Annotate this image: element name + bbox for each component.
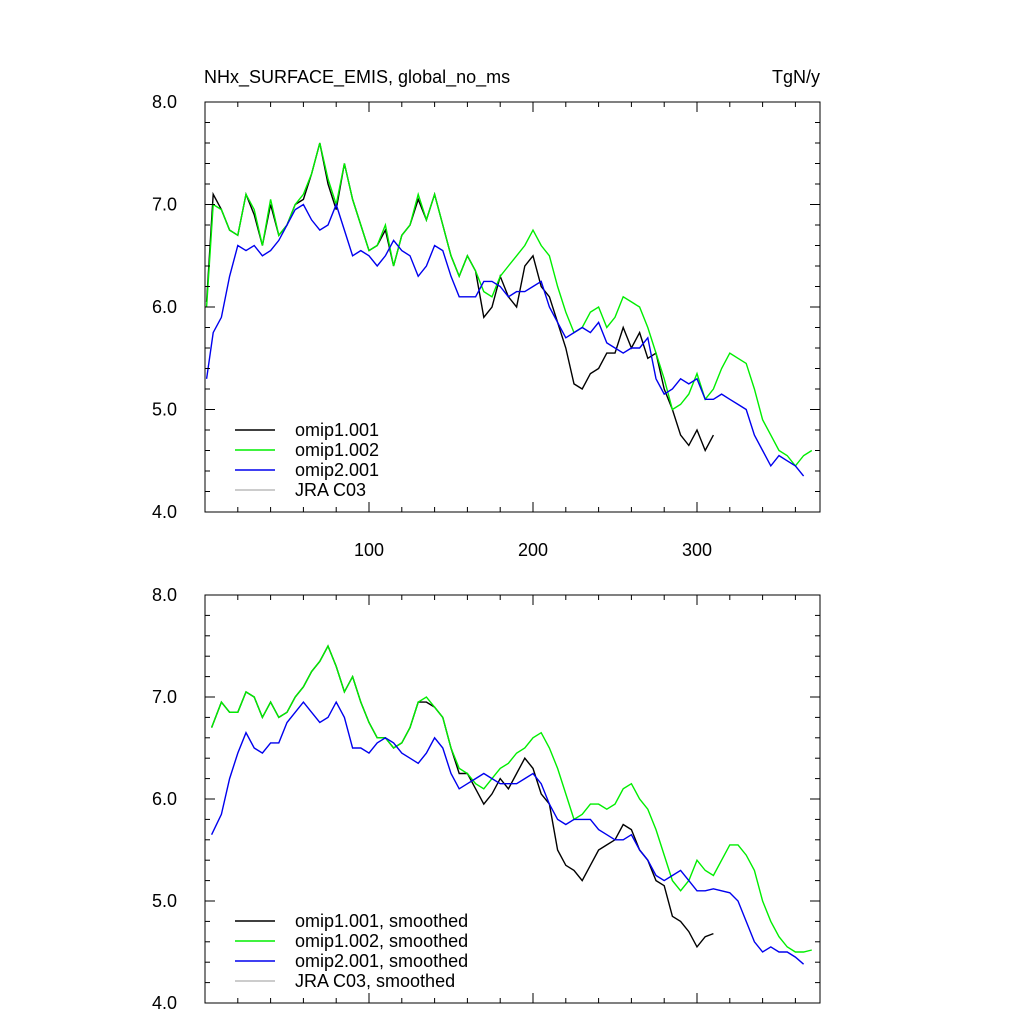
smoothed-y-tick-label: 4.0 bbox=[152, 993, 177, 1013]
smoothed-legend-label: JRA C03, smoothed bbox=[295, 971, 455, 991]
smoothed-tick-group bbox=[205, 594, 820, 1004]
raw-series-line-1 bbox=[205, 142, 813, 468]
raw-legend-label: omip1.001 bbox=[295, 420, 379, 440]
raw-legend-label: JRA C03 bbox=[295, 480, 366, 500]
raw-legend-label: omip1.002 bbox=[295, 440, 379, 460]
raw-y-tick-label: 4.0 bbox=[152, 502, 177, 522]
raw-tick-group bbox=[205, 101, 820, 513]
raw-y-tick-label: 8.0 bbox=[152, 92, 177, 112]
figure-title-left: NHx_SURFACE_EMIS, global_no_ms bbox=[204, 67, 510, 88]
raw-legend-label: omip2.001 bbox=[295, 460, 379, 480]
raw-x-tick-label: 200 bbox=[518, 540, 548, 560]
raw-chart-panel: 4.0 5.0 6.0 7.0 8.0 100 200 300 omip1.001omip1.… bbox=[152, 92, 821, 560]
figure-title-right: TgN/y bbox=[772, 67, 820, 87]
smoothed-plot-frame bbox=[204, 594, 821, 1004]
raw-series-group bbox=[205, 142, 813, 477]
smoothed-legend-label: omip1.002, smoothed bbox=[295, 931, 468, 951]
smoothed-series-group bbox=[210, 644, 812, 965]
smoothed-series-line-2 bbox=[210, 700, 805, 965]
raw-series-line-2 bbox=[205, 202, 805, 477]
raw-plot-frame bbox=[204, 101, 821, 513]
raw-label-group: 4.0 5.0 6.0 7.0 8.0 100 200 300 bbox=[152, 92, 712, 560]
raw-x-tick-label: 300 bbox=[682, 540, 712, 560]
smoothed-y-tick-label: 6.0 bbox=[152, 789, 177, 809]
raw-y-tick-label: 5.0 bbox=[152, 400, 177, 420]
raw-y-tick-label: 7.0 bbox=[152, 195, 177, 215]
smoothed-chart-panel: 4.0 5.0 6.0 7.0 8.0 omip1.001, smoothedomip1… bbox=[152, 585, 821, 1013]
smoothed-legend-label: omip2.001, smoothed bbox=[295, 951, 468, 971]
smoothed-legend-label: omip1.001, smoothed bbox=[295, 911, 468, 931]
smoothed-y-tick-label: 7.0 bbox=[152, 687, 177, 707]
smoothed-y-tick-label: 8.0 bbox=[152, 585, 177, 605]
smoothed-y-tick-label: 5.0 bbox=[152, 891, 177, 911]
raw-x-tick-label: 100 bbox=[354, 540, 384, 560]
raw-y-tick-label: 6.0 bbox=[152, 297, 177, 317]
smoothed-label-group: 4.0 5.0 6.0 7.0 8.0 bbox=[152, 585, 177, 1013]
smoothed-series-line-1 bbox=[210, 644, 812, 953]
